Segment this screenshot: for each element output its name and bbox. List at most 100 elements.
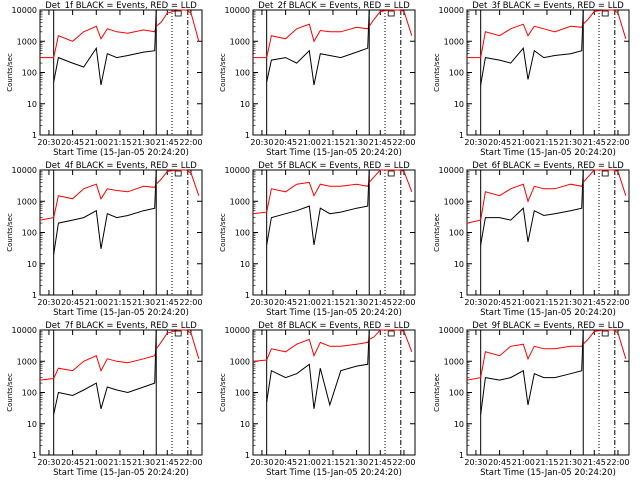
panel-title: Det_5f BLACK = Events, RED = LLD (258, 161, 410, 171)
y-tick-label: 10000 (225, 166, 250, 175)
x-tick-label: 21:45 (583, 138, 606, 147)
series-line-lld (466, 169, 627, 224)
y-tick-label: 10 (27, 100, 37, 109)
plot-frame (39, 329, 203, 456)
x-tick-label: 21:45 (369, 138, 392, 147)
y-tick-label: 1000 (230, 37, 250, 46)
x-tick-label: 21:30 (559, 458, 582, 467)
x-axis-label: Start Time (15-Jan-05 20:24:20) (53, 308, 189, 318)
y-tick-label: 10000 (12, 6, 37, 15)
y-tick-label: 10 (240, 420, 250, 429)
y-tick-label: 10000 (12, 326, 37, 335)
series-line-lld (466, 329, 627, 381)
series-line-events (266, 329, 370, 409)
x-tick-label: 21:15 (321, 298, 344, 307)
series-line-events (266, 9, 370, 85)
y-tick-label: 1000 (444, 197, 464, 206)
plot-frame (466, 9, 630, 136)
x-tick-label: 21:30 (559, 298, 582, 307)
x-tick-label: 21:15 (535, 458, 558, 467)
series-line-events (53, 169, 157, 255)
x-tick-label: 22:00 (606, 298, 629, 307)
y-axis-label: Counts/sec (6, 373, 14, 412)
series-line-events (53, 329, 157, 415)
y-tick-label: 10000 (225, 326, 250, 335)
y-tick-label: 10 (454, 420, 464, 429)
panel-title: Det_1f BLACK = Events, RED = LLD (45, 1, 197, 11)
x-axis-label: Start Time (15-Jan-05 20:24:20) (53, 468, 189, 478)
series-line-lld (253, 9, 413, 59)
x-tick-label: 21:00 (512, 138, 535, 147)
x-axis-label: Start Time (15-Jan-05 20:24:20) (480, 468, 616, 478)
x-tick-label: 21:15 (108, 138, 131, 147)
x-tick-label: 21:00 (298, 458, 321, 467)
x-tick-label: 21:30 (132, 138, 155, 147)
y-tick-label: 1 (245, 131, 250, 140)
x-tick-label: 22:00 (606, 138, 629, 147)
x-axis-label: Start Time (15-Jan-05 20:24:20) (53, 148, 189, 158)
x-tick-label: 21:30 (132, 458, 155, 467)
plot-frame (39, 169, 203, 296)
series-line-events (480, 169, 584, 245)
plot-frame (252, 169, 416, 296)
y-axis-label: Counts/sec (219, 373, 227, 412)
series-line-events (266, 169, 370, 245)
x-tick-label: 20:45 (488, 138, 511, 147)
x-tick-label: 21:15 (535, 298, 558, 307)
x-axis-label: Start Time (15-Jan-05 20:24:20) (480, 308, 616, 318)
detector-panel: 1 10 100 1000 10000 20:30 20:45 21:00 21:15 21:30… (6, 1, 203, 158)
x-tick-label: 21:00 (298, 298, 321, 307)
x-tick-label: 20:45 (274, 458, 297, 467)
detector-panel: 1 10 100 1000 10000 20:30 20:45 21:00 21:15 21:30… (433, 1, 630, 158)
y-tick-label: 100 (449, 69, 464, 78)
y-tick-label: 1 (245, 451, 250, 460)
y-tick-label: 10000 (225, 6, 250, 15)
x-axis-label: Start Time (15-Jan-05 20:24:20) (480, 148, 616, 158)
x-axis-label: Start Time (15-Jan-05 20:24:20) (266, 308, 402, 318)
y-tick-label: 100 (235, 229, 250, 238)
y-tick-label: 100 (235, 389, 250, 398)
x-tick-label: 21:45 (156, 138, 179, 147)
top-box-marker (601, 170, 609, 177)
panel-title: Det_7f BLACK = Events, RED = LLD (45, 321, 197, 331)
x-tick-label: 21:15 (108, 298, 131, 307)
y-tick-label: 100 (22, 229, 37, 238)
detector-panel: 1 10 100 1000 10000 20:30 20:45 21:00 21:15 21:30… (219, 1, 416, 158)
top-box-marker (601, 10, 609, 17)
y-tick-label: 100 (22, 69, 37, 78)
x-tick-label: 21:15 (108, 458, 131, 467)
x-tick-label: 21:30 (345, 298, 368, 307)
y-tick-label: 10 (27, 420, 37, 429)
y-tick-label: 1 (245, 291, 250, 300)
x-axis-label: Start Time (15-Jan-05 20:24:20) (266, 148, 402, 158)
x-tick-label: 22:00 (392, 138, 415, 147)
y-tick-label: 1000 (230, 357, 250, 366)
x-tick-label: 21:45 (369, 298, 392, 307)
x-tick-label: 21:45 (156, 298, 179, 307)
top-box-marker (174, 330, 182, 337)
y-tick-label: 1000 (17, 357, 37, 366)
y-tick-label: 1000 (230, 197, 250, 206)
x-tick-label: 20:30 (464, 138, 487, 147)
y-tick-label: 100 (449, 389, 464, 398)
y-tick-label: 1 (459, 131, 464, 140)
x-tick-label: 21:45 (583, 458, 606, 467)
y-axis-label: Counts/sec (6, 213, 14, 252)
y-tick-label: 100 (22, 389, 37, 398)
y-tick-label: 1000 (17, 197, 37, 206)
x-tick-label: 21:00 (85, 298, 108, 307)
top-box-marker (601, 330, 609, 337)
panel-title: Det_4f BLACK = Events, RED = LLD (45, 161, 197, 171)
series-line-lld (40, 9, 200, 59)
y-tick-label: 1 (32, 291, 37, 300)
x-tick-label: 22:00 (179, 298, 202, 307)
y-axis-label: Counts/sec (433, 373, 441, 412)
y-tick-label: 10 (454, 100, 464, 109)
x-axis-label: Start Time (15-Jan-05 20:24:20) (266, 468, 402, 478)
x-tick-label: 21:30 (345, 138, 368, 147)
series-line-lld (467, 9, 627, 59)
x-tick-label: 20:30 (250, 298, 273, 307)
y-tick-label: 1 (459, 291, 464, 300)
